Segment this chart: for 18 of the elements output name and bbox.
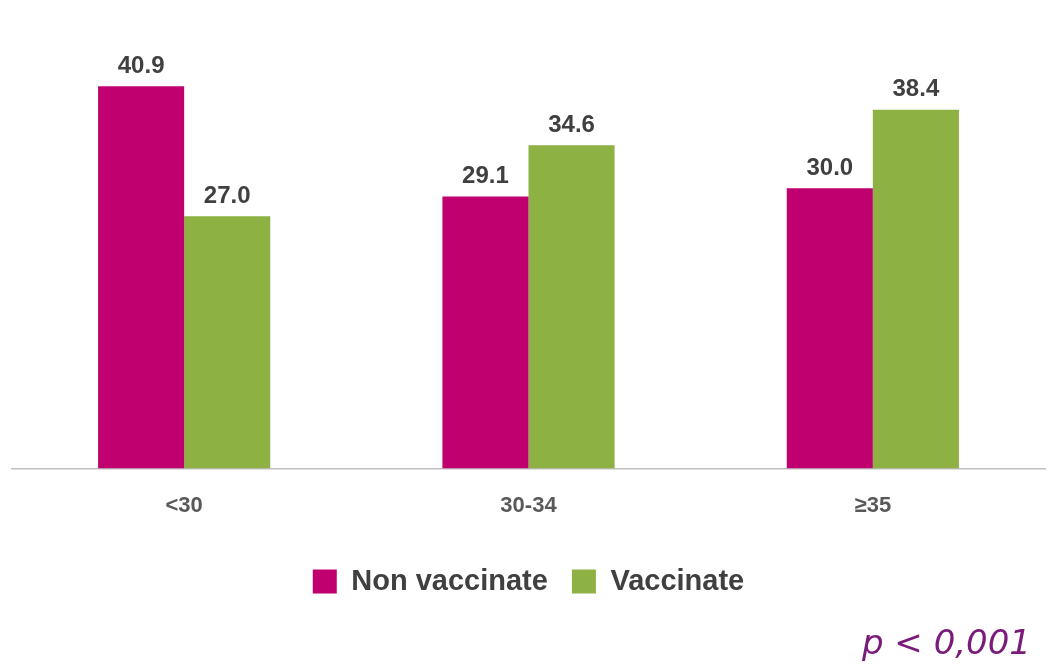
data-label: 34.6 bbox=[548, 109, 595, 137]
bar bbox=[442, 196, 529, 469]
data-label: 27.0 bbox=[203, 180, 251, 208]
bar bbox=[98, 86, 185, 469]
x-tick-label: <30 bbox=[165, 491, 203, 517]
data-label: 38.4 bbox=[892, 74, 940, 102]
x-tick-label: 30-34 bbox=[500, 491, 558, 517]
legend-label: Vaccinate bbox=[610, 563, 745, 596]
bar bbox=[528, 145, 615, 469]
bar bbox=[872, 109, 959, 469]
data-label: 30.0 bbox=[806, 152, 854, 180]
data-label: 40.9 bbox=[117, 50, 165, 78]
legend-label: Non vaccinate bbox=[351, 563, 548, 596]
bar bbox=[184, 216, 271, 469]
bar bbox=[786, 188, 873, 469]
x-tick-label: ≥35 bbox=[854, 491, 892, 517]
data-label: 29.1 bbox=[462, 161, 509, 189]
text: p < 0,001 bbox=[860, 621, 1031, 662]
